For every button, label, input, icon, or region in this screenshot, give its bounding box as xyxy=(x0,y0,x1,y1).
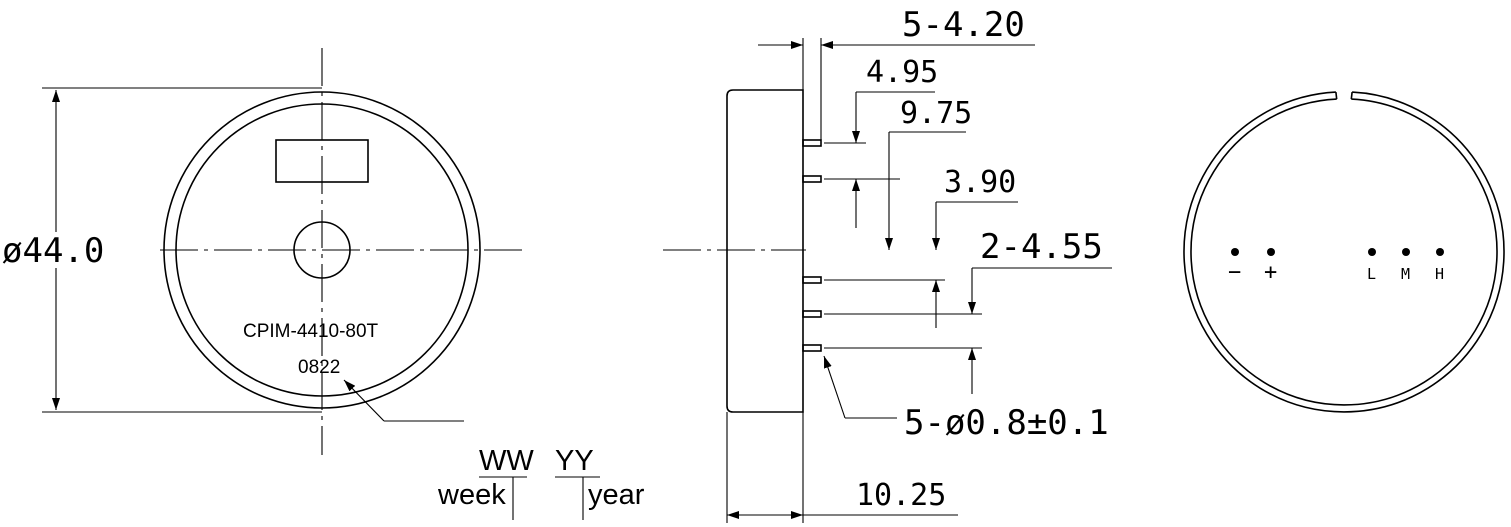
side-view: 5-4.20 4.95 9.75 3.90 2-4.55 5-ø0.8±0.1 xyxy=(663,5,1112,523)
terminal-h-dot xyxy=(1436,248,1444,256)
terminal-pos-dot xyxy=(1267,248,1275,256)
dim-3-90: 3.90 xyxy=(944,165,1016,200)
legend-year: year xyxy=(588,479,645,511)
pin-2 xyxy=(802,175,822,183)
diameter-label: ø44.0 xyxy=(2,231,104,271)
pin-5 xyxy=(802,344,822,352)
terminal-l-dot xyxy=(1368,248,1376,256)
back-inner-circle xyxy=(1190,98,1498,406)
terminal-h-label: H xyxy=(1435,265,1444,283)
terminal-neg-dot xyxy=(1231,248,1239,256)
thickness-label: 10.25 xyxy=(856,478,946,513)
pin-4 xyxy=(802,310,822,318)
legend-ww: WW xyxy=(479,445,534,477)
side-body xyxy=(726,89,804,413)
date-code-legend: WW YY week year xyxy=(437,445,645,520)
terminal-neg-label: − xyxy=(1228,260,1241,285)
pin-3 xyxy=(802,276,822,284)
pin-diameter-label: 5-ø0.8±0.1 xyxy=(904,403,1109,443)
date-code: 0822 xyxy=(298,357,340,378)
legend-yy: YY xyxy=(555,445,594,477)
dim-4-95: 4.95 xyxy=(866,55,938,90)
dim-2-4-55: 2-4.55 xyxy=(980,227,1103,267)
back-view: − + L M H xyxy=(1183,91,1505,413)
terminal-m-dot xyxy=(1402,248,1410,256)
legend-week: week xyxy=(437,479,506,511)
terminal-l-label: L xyxy=(1367,265,1376,283)
pin-length-label: 5-4.20 xyxy=(902,5,1025,45)
back-outer-circle xyxy=(1183,91,1505,413)
terminal-pos-label: + xyxy=(1264,260,1277,285)
front-view: ø44.0 CPIM-4410-80T 0822 xyxy=(2,48,522,455)
model-label: CPIM-4410-80T xyxy=(243,321,379,342)
pin-1 xyxy=(802,139,822,147)
terminal-m-label: M xyxy=(1401,265,1410,283)
dim-9-75: 9.75 xyxy=(900,96,972,131)
